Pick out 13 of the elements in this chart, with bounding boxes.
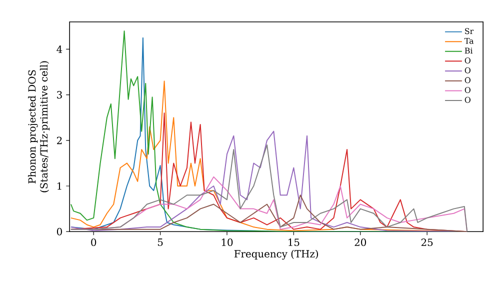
y-tick-label: 2 [56,136,62,144]
y-axis-title: Phonon projected DOS (States/THz·primitive cell) [28,61,50,192]
x-tick-label: 25 [421,238,433,246]
x-tick-label: 5 [158,238,163,246]
x-tick-label: 20 [354,238,366,246]
y-tick-label: 1 [58,182,62,190]
x-tick-label: 15 [288,238,300,246]
y-tick-label: 4 [56,45,62,53]
x-tick-label: 10 [222,238,233,246]
y-tick-label: 3 [57,90,62,98]
x-tick-label: 0 [91,238,96,246]
y-tick-label: 0 [56,228,62,236]
x-axis-title: Frequency (THz) [234,250,318,260]
